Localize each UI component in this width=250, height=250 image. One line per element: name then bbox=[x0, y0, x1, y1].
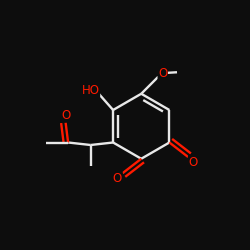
Text: O: O bbox=[188, 156, 198, 168]
Text: O: O bbox=[158, 67, 168, 80]
Text: O: O bbox=[61, 109, 70, 122]
Text: O: O bbox=[113, 172, 122, 185]
Text: HO: HO bbox=[82, 84, 100, 96]
